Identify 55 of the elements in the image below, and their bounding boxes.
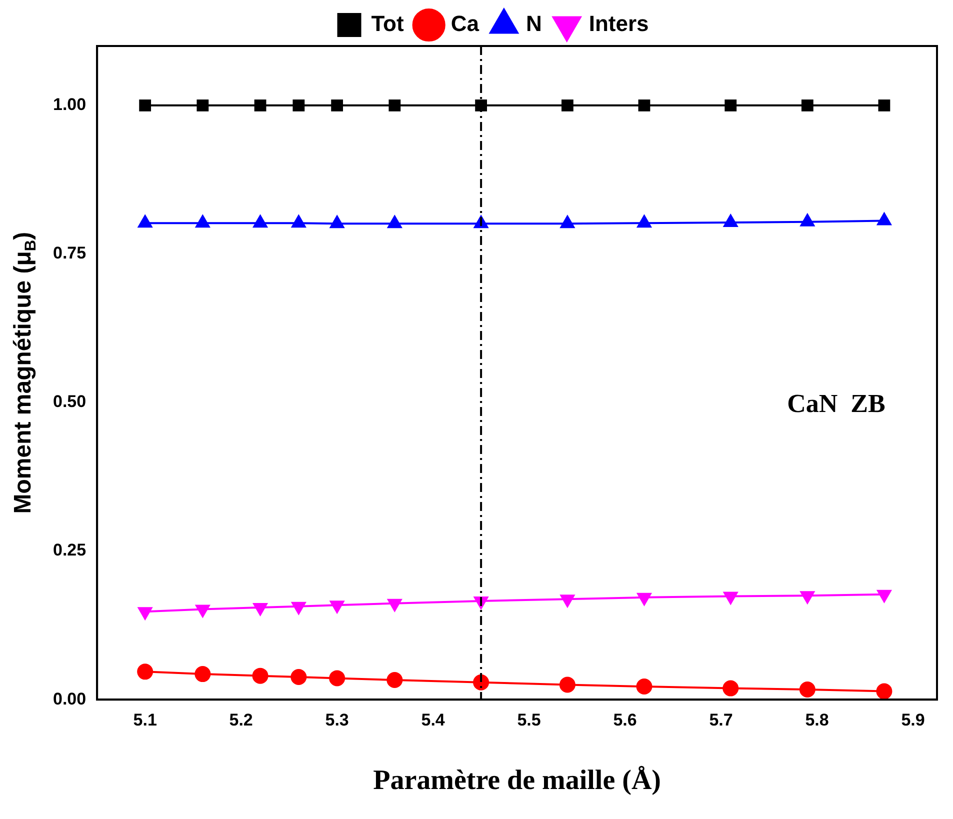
point xyxy=(196,215,210,228)
point xyxy=(724,214,738,227)
point xyxy=(196,99,209,112)
legend-label: N xyxy=(526,11,542,36)
x-tick-label: 5.9 xyxy=(901,710,925,730)
y-tick-label: 0.25 xyxy=(52,540,86,560)
point xyxy=(253,215,268,228)
x-tick-label: 5.3 xyxy=(325,710,349,730)
point xyxy=(800,214,814,226)
x-tick-label: 5.8 xyxy=(805,710,829,730)
point xyxy=(722,680,739,696)
point xyxy=(559,676,576,693)
y-tick-label: 1.00 xyxy=(52,95,86,114)
point xyxy=(388,216,402,228)
point xyxy=(292,99,305,112)
y-tick-label: 0.75 xyxy=(52,244,86,263)
x-tick-label: 5.2 xyxy=(229,710,253,730)
x-tick-label: 5.6 xyxy=(613,710,637,730)
y-axis-title: Moment magnétique (μB) xyxy=(10,232,40,514)
point xyxy=(137,664,154,680)
point xyxy=(138,215,152,228)
point xyxy=(254,99,266,112)
point xyxy=(194,666,211,682)
point xyxy=(877,212,892,226)
annotation: CaN ZB xyxy=(787,389,886,418)
legend-label: Tot xyxy=(371,11,404,36)
point xyxy=(638,99,650,112)
point xyxy=(329,670,346,686)
point xyxy=(139,99,152,112)
point xyxy=(724,99,737,112)
point xyxy=(636,678,652,695)
point xyxy=(330,216,344,228)
point xyxy=(876,683,892,700)
y-tick-label: 0.50 xyxy=(52,392,86,412)
legend-label: Inters xyxy=(588,11,649,36)
point xyxy=(801,99,814,112)
point xyxy=(799,682,816,698)
point xyxy=(561,99,574,112)
point xyxy=(637,215,652,228)
legend-label: Ca xyxy=(450,11,480,36)
point xyxy=(388,99,401,112)
x-axis-title: Paramètre de maille (Å) xyxy=(373,764,662,796)
x-tick-label: 5.1 xyxy=(133,710,157,730)
x-tick-label: 5.7 xyxy=(709,710,733,730)
x-tick-label: 5.4 xyxy=(421,710,446,730)
point xyxy=(331,99,344,112)
point xyxy=(292,215,306,228)
y-tick-label: 0.00 xyxy=(52,689,86,708)
point xyxy=(386,672,403,688)
point xyxy=(878,99,890,112)
point xyxy=(290,669,307,686)
point xyxy=(475,99,487,112)
point xyxy=(252,668,268,684)
point xyxy=(560,216,574,228)
x-tick-label: 5.5 xyxy=(517,710,541,730)
